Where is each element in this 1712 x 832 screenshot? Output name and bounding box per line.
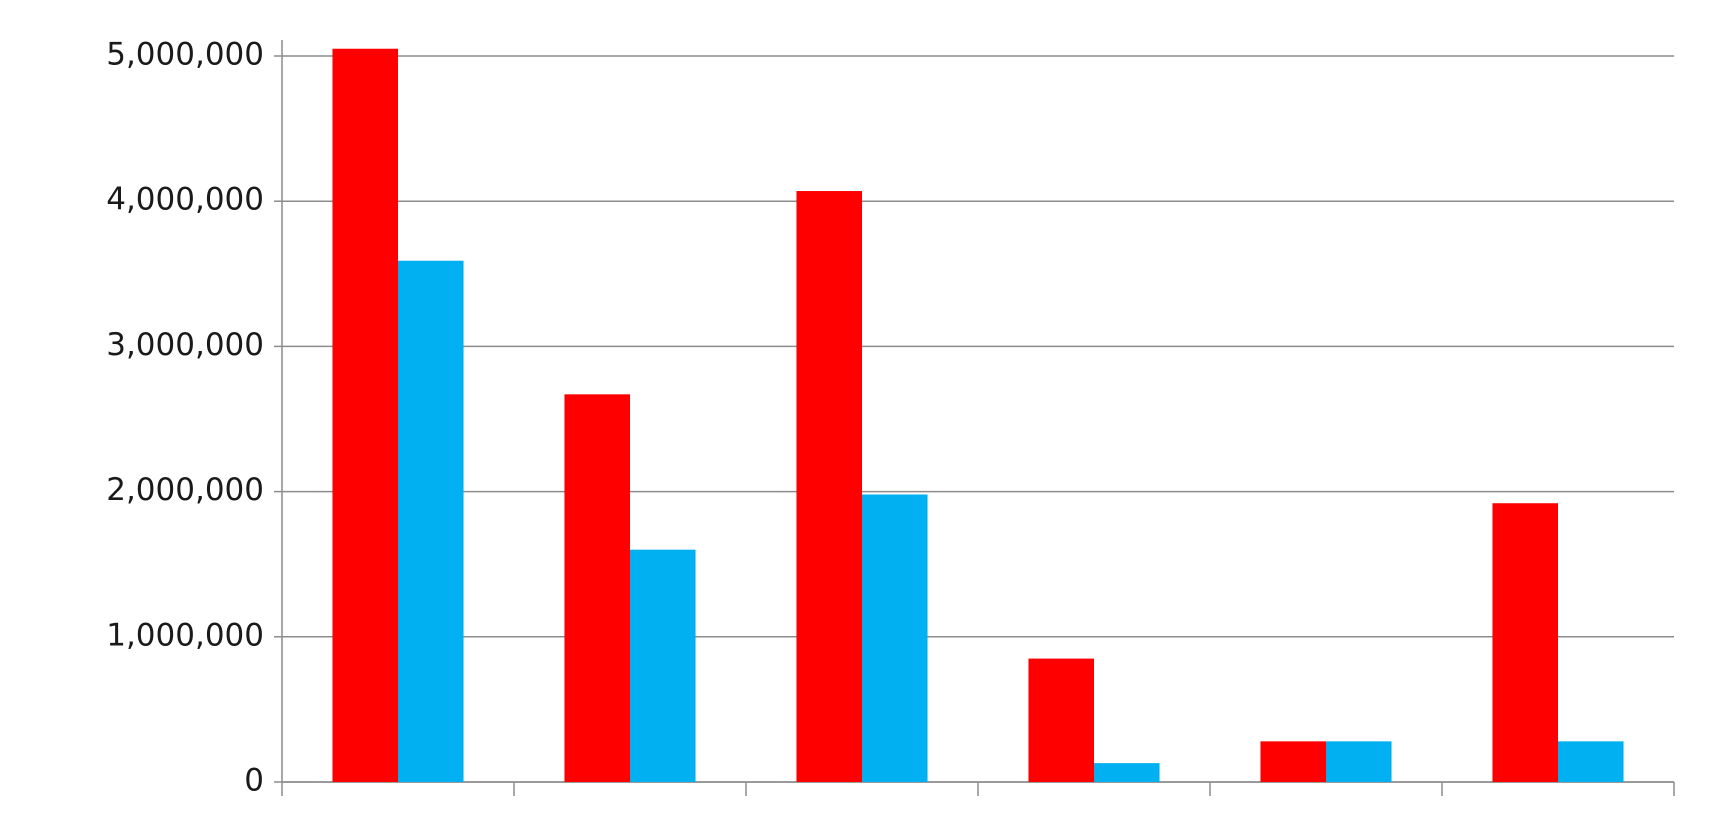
y-tick-label: 0 xyxy=(244,763,264,799)
y-tick-label: 5,000,000 xyxy=(106,37,264,73)
bar xyxy=(1492,503,1558,782)
bar xyxy=(1094,763,1160,782)
y-tick-label: 4,000,000 xyxy=(106,182,264,218)
bar xyxy=(1260,741,1326,782)
bar xyxy=(1558,741,1624,782)
bar xyxy=(796,191,862,782)
y-tick-label: 3,000,000 xyxy=(106,327,264,363)
bar xyxy=(862,494,928,782)
bar xyxy=(564,394,630,782)
bar xyxy=(1028,658,1094,782)
bar xyxy=(332,48,398,783)
bar xyxy=(398,260,464,782)
y-tick-label: 2,000,000 xyxy=(106,472,264,508)
bar xyxy=(1326,741,1392,782)
bar xyxy=(630,549,696,782)
y-tick-label: 1,000,000 xyxy=(106,617,264,653)
